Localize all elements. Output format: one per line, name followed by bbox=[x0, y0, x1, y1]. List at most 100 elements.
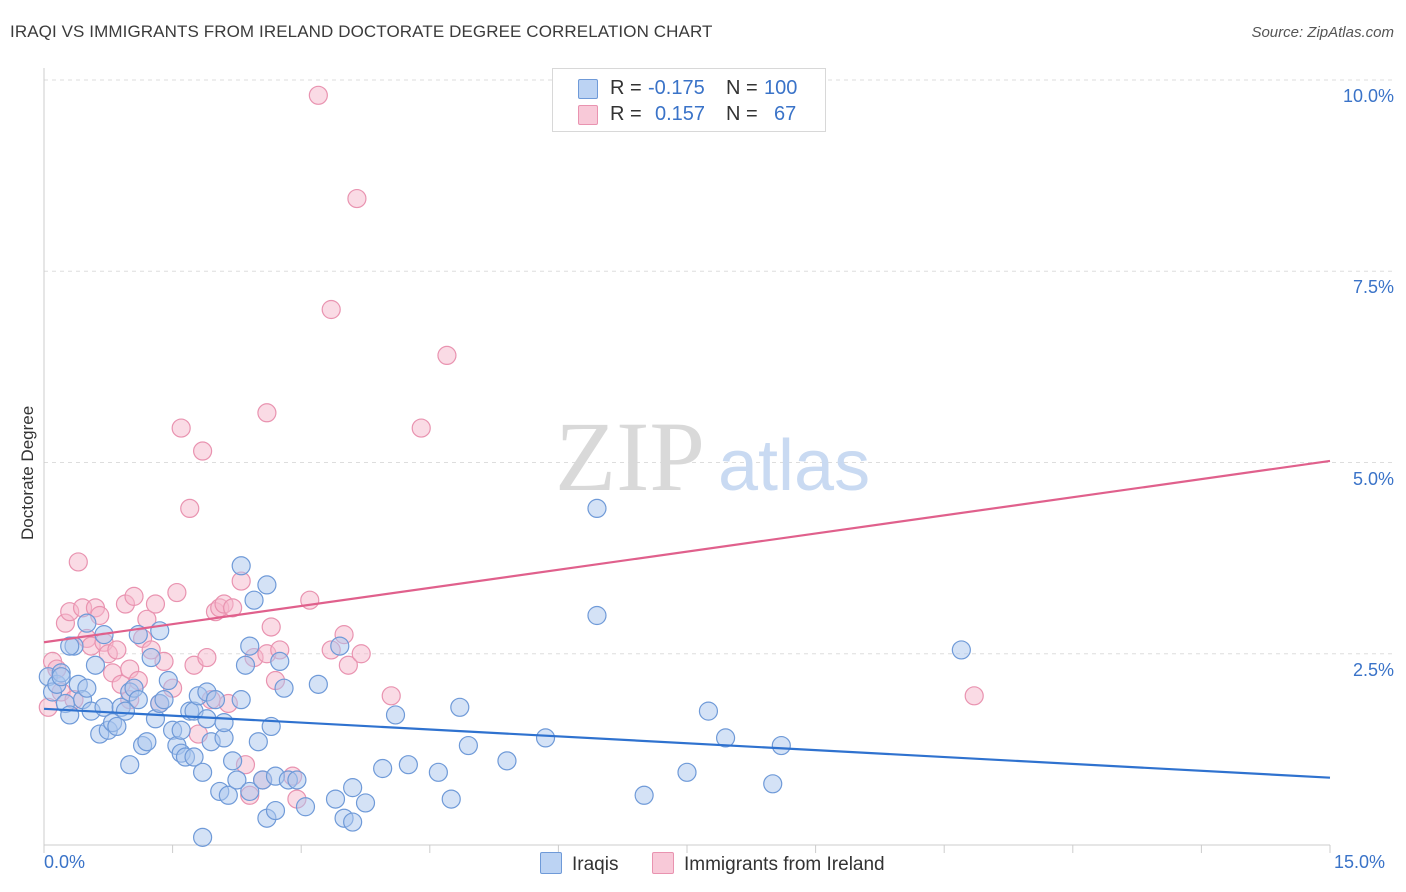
point-ireland bbox=[197, 647, 217, 668]
y-tick-label: 2.5% bbox=[1352, 659, 1394, 680]
point-iraqi bbox=[107, 716, 127, 737]
legend-swatch-iraqis bbox=[540, 852, 562, 874]
point-iraqi bbox=[128, 690, 148, 710]
legend-r-label: R = bbox=[610, 103, 642, 125]
point-iraqi bbox=[265, 800, 286, 821]
point-iraqi bbox=[677, 762, 697, 782]
point-iraqi bbox=[115, 701, 136, 721]
trend-line-iraqi bbox=[43, 707, 1331, 779]
point-ireland bbox=[167, 582, 187, 603]
point-iraqi bbox=[343, 778, 363, 798]
point-iraqi bbox=[308, 674, 328, 694]
legend-n-label: N = bbox=[726, 77, 758, 99]
point-ireland bbox=[351, 644, 371, 664]
y-axis-label-wrap: Doctorate Degree bbox=[8, 406, 48, 540]
point-iraqi bbox=[274, 678, 294, 698]
point-iraqi bbox=[428, 762, 448, 782]
point-iraqi bbox=[214, 712, 234, 733]
point-iraqi bbox=[497, 751, 517, 771]
y-axis-label: Doctorate Degree bbox=[18, 405, 37, 540]
point-iraqi bbox=[325, 789, 346, 809]
legend-label-iraqis: Iraqis bbox=[572, 854, 619, 875]
point-iraqi bbox=[137, 732, 157, 752]
legend-n-label: N = bbox=[726, 103, 758, 125]
legend-r-value-ireland: 0.157 bbox=[655, 103, 706, 125]
point-iraqi bbox=[270, 651, 290, 672]
point-iraqi bbox=[355, 793, 376, 813]
point-ireland bbox=[124, 586, 144, 606]
point-iraqi bbox=[231, 556, 251, 576]
point-iraqi bbox=[951, 640, 971, 660]
point-ireland bbox=[193, 441, 213, 461]
point-iraqi bbox=[343, 812, 363, 832]
point-ireland bbox=[411, 418, 431, 438]
point-iraqi bbox=[154, 690, 174, 710]
legend-swatch-iraqi bbox=[578, 79, 598, 99]
correlation-legend: R = -0.175 N = 100 R = 0.157 N = 67 bbox=[552, 68, 826, 132]
point-iraqi bbox=[60, 705, 80, 725]
watermark: ZIP atlas bbox=[555, 401, 870, 512]
x-tick-label-min: 0.0% bbox=[44, 852, 86, 872]
point-iraqi bbox=[398, 755, 418, 775]
point-iraqi bbox=[295, 797, 316, 817]
point-ireland bbox=[145, 594, 166, 614]
point-iraqi bbox=[450, 697, 470, 717]
point-iraqi bbox=[385, 705, 406, 725]
point-iraqi bbox=[158, 670, 178, 691]
legend-r-label: R = bbox=[610, 77, 642, 99]
point-ireland bbox=[347, 188, 367, 209]
point-ireland bbox=[68, 552, 88, 572]
y-tick-label: 10.0% bbox=[1342, 86, 1394, 106]
point-iraqi bbox=[193, 762, 213, 782]
watermark-zip: ZIP bbox=[555, 401, 705, 512]
point-iraqi bbox=[193, 827, 213, 847]
point-iraqi bbox=[205, 690, 226, 710]
point-iraqi bbox=[373, 758, 393, 779]
legend-swatch-ireland-bottom bbox=[652, 852, 674, 874]
point-iraqi bbox=[60, 636, 80, 656]
point-iraqi bbox=[171, 720, 191, 740]
point-ireland bbox=[381, 686, 401, 706]
point-iraqi bbox=[698, 701, 719, 721]
point-ireland bbox=[321, 299, 341, 320]
point-iraqi bbox=[235, 655, 256, 675]
point-iraqi bbox=[257, 575, 277, 595]
point-ireland bbox=[261, 617, 281, 637]
point-iraqi bbox=[248, 732, 268, 752]
legend-n-value-iraqi: 100 bbox=[764, 77, 798, 99]
point-iraqi bbox=[51, 667, 71, 687]
point-iraqi bbox=[587, 605, 607, 626]
point-iraqi bbox=[218, 785, 238, 805]
point-iraqi bbox=[240, 636, 260, 656]
legend-item-ireland: Immigrants from Ireland bbox=[652, 852, 885, 876]
point-iraqi bbox=[441, 789, 461, 809]
point-ireland bbox=[437, 345, 457, 365]
point-iraqi bbox=[227, 770, 247, 790]
chart-title: IRAQI VS IMMIGRANTS FROM IRELAND DOCTORA… bbox=[10, 22, 713, 41]
point-iraqi bbox=[184, 747, 204, 767]
point-iraqi bbox=[141, 647, 161, 668]
point-iraqi bbox=[771, 735, 791, 756]
point-ireland bbox=[107, 640, 127, 660]
watermark-atlas: atlas bbox=[718, 426, 870, 506]
point-iraqi bbox=[763, 774, 783, 794]
point-iraqi bbox=[85, 655, 106, 675]
point-iraqi bbox=[120, 755, 140, 775]
point-iraqi bbox=[715, 728, 736, 748]
point-iraqi bbox=[634, 785, 654, 805]
point-iraqi bbox=[330, 636, 350, 656]
trend-line-ireland bbox=[43, 459, 1331, 644]
point-iraqi bbox=[535, 728, 556, 748]
point-iraqi bbox=[77, 678, 97, 698]
x-tick-label-max: 15.0% bbox=[1334, 852, 1386, 872]
series-iraqi-points bbox=[38, 498, 971, 847]
legend-swatch-ireland bbox=[578, 105, 598, 125]
point-iraqi bbox=[223, 751, 243, 771]
point-ireland bbox=[223, 598, 243, 618]
point-ireland bbox=[964, 686, 984, 706]
point-iraqi bbox=[287, 770, 307, 790]
point-iraqi bbox=[458, 735, 478, 756]
legend-label-ireland: Immigrants from Ireland bbox=[684, 854, 885, 875]
point-iraqi bbox=[587, 498, 607, 518]
point-ireland bbox=[257, 403, 277, 423]
